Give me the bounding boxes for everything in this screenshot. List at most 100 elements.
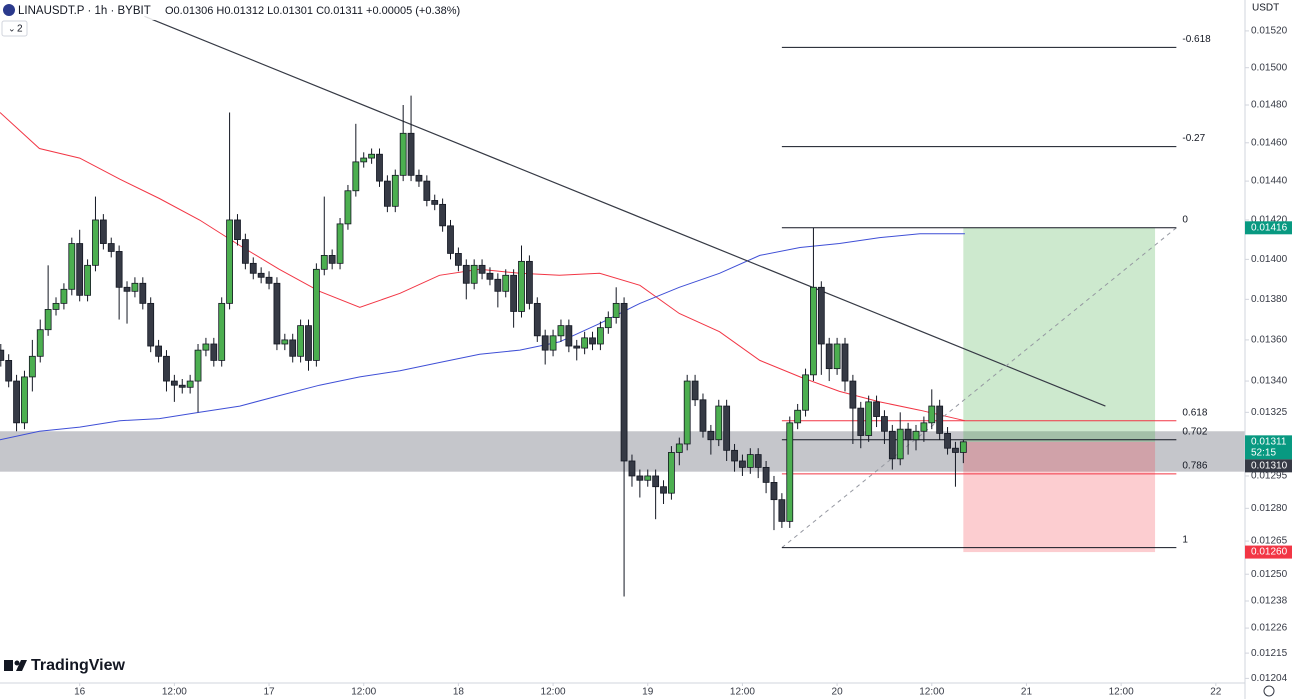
price-label — [1245, 459, 1292, 473]
candle-body — [841, 343, 849, 382]
candle-body — [28, 355, 36, 378]
candle-body — [170, 380, 178, 386]
candle-body — [297, 325, 304, 357]
candle-body — [186, 380, 194, 388]
candle-body — [60, 288, 68, 304]
currency-selector[interactable]: USDT — [1252, 3, 1279, 14]
candle-body — [526, 260, 533, 304]
x-tick-label: 12:00 — [1109, 687, 1134, 698]
candle-body — [131, 282, 139, 292]
settings-icon[interactable] — [1263, 685, 1275, 697]
chevron: ⌄ — [8, 23, 16, 33]
y-tick-label: 0.01204 — [1251, 673, 1288, 684]
candle-body — [786, 422, 794, 522]
candle-body — [675, 443, 683, 453]
candle-body — [139, 282, 147, 304]
candle-body — [352, 161, 360, 192]
ohlc-values: O0.01306 H0.01312 L0.01301 C0.01311 +0.0… — [165, 5, 460, 17]
price-label-text: 0.01260 — [1251, 547, 1288, 558]
candle-body — [376, 153, 383, 182]
candle-body — [13, 380, 20, 424]
fib-label: -0.27 — [1182, 133, 1205, 144]
candle-body — [36, 329, 44, 357]
x-tick-label: 17 — [263, 687, 275, 698]
candle-body — [817, 286, 825, 345]
candle-body — [44, 309, 52, 331]
candle-body — [273, 282, 281, 345]
candle-body — [518, 260, 525, 312]
y-tick-label: 0.01360 — [1251, 335, 1288, 346]
candle-body — [597, 327, 604, 345]
y-tick-label: 0.01280 — [1251, 503, 1288, 514]
candle-body — [581, 337, 589, 349]
fib-label: 0 — [1182, 214, 1188, 225]
candle-body — [944, 432, 951, 449]
symbol-title[interactable]: LINAUSDT.P · 1h · BYBIT — [18, 5, 151, 17]
candle-body — [76, 243, 84, 296]
candle-body — [565, 325, 573, 347]
candle-body — [336, 223, 344, 264]
candle-body — [147, 302, 155, 347]
fib-label: 0.702 — [1182, 426, 1207, 437]
y-tick-label: 0.01440 — [1251, 176, 1288, 187]
candle-body — [163, 355, 170, 382]
candle-body — [399, 132, 407, 176]
trendline — [144, 15, 1106, 407]
candle-body — [668, 452, 675, 494]
candle-body — [423, 180, 431, 201]
candle-body — [912, 430, 920, 441]
x-tick-label: 12:00 — [351, 687, 376, 698]
candle-body — [683, 380, 691, 445]
candle-body — [123, 286, 131, 292]
candle-body — [368, 153, 376, 159]
candle-body — [604, 317, 612, 329]
candle-body — [202, 343, 210, 351]
candle-body — [541, 335, 549, 351]
candle-body — [723, 405, 731, 451]
x-tick-label: 16 — [74, 687, 86, 698]
price-label — [1245, 435, 1292, 460]
candle-body — [920, 422, 928, 432]
x-tick-label: 21 — [1021, 687, 1033, 698]
candle-body — [557, 325, 565, 337]
candle-body — [478, 264, 486, 274]
candle-body — [249, 262, 257, 274]
candle-body — [699, 399, 707, 432]
candle-body — [178, 384, 186, 388]
candle-body — [21, 376, 28, 424]
candle-body — [888, 430, 896, 460]
y-tick-label: 0.01340 — [1251, 376, 1288, 387]
candle-body — [289, 339, 297, 357]
candle-body — [589, 337, 596, 345]
brand-name: TradingView — [31, 657, 126, 674]
candle-body — [707, 430, 715, 441]
candle-body — [470, 264, 478, 284]
x-tick-label: 18 — [453, 687, 465, 698]
price-label — [1245, 545, 1292, 559]
y-tick-label: 0.01215 — [1251, 648, 1288, 659]
plot-area: -0.618 -0.27 0 0.618 0.702 0.786 1 — [0, 15, 1245, 597]
header-bg — [0, 0, 480, 20]
candle-body — [226, 219, 233, 304]
candle-body — [865, 401, 873, 436]
candle-body — [328, 255, 336, 264]
x-tick-label: 12:00 — [541, 687, 566, 698]
price-label-text: 0.01311 — [1251, 436, 1287, 447]
candle-body — [320, 255, 328, 270]
candle-body — [68, 243, 76, 290]
loss-zone — [963, 441, 1156, 553]
price-label — [1245, 221, 1292, 235]
candle-body — [849, 380, 857, 409]
candle-body — [344, 190, 352, 225]
candle-body — [628, 460, 636, 477]
candle-body — [731, 449, 738, 462]
profit-zone — [963, 227, 1156, 442]
candle-body — [739, 460, 746, 468]
candle-body — [218, 302, 226, 361]
indicator-toggle[interactable] — [1, 20, 28, 37]
candle-body — [234, 219, 241, 240]
candle-body — [825, 343, 833, 370]
x-tick-label: 20 — [832, 687, 844, 698]
candle-body — [810, 286, 817, 376]
